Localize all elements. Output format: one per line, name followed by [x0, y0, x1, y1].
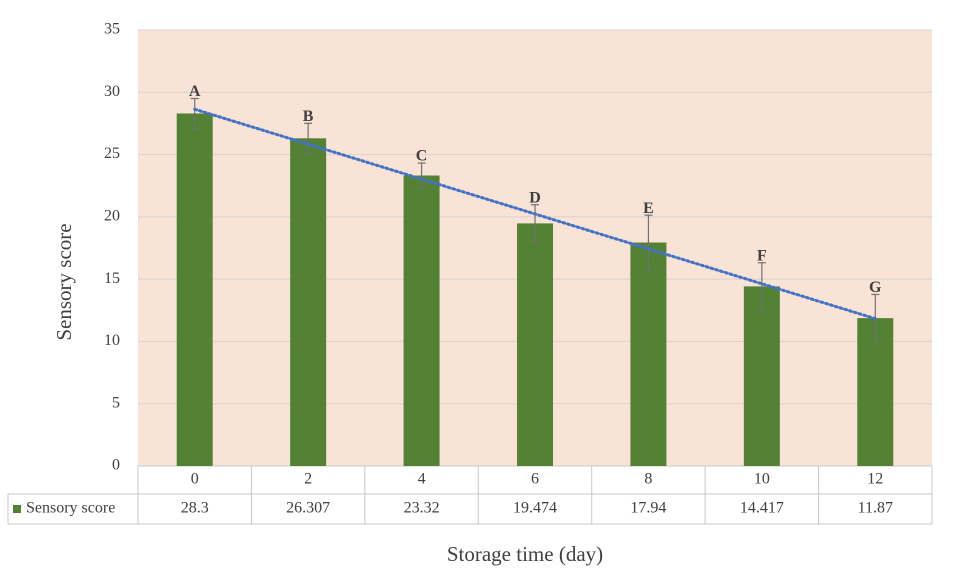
- legend-swatch: [13, 505, 21, 513]
- bar: [403, 175, 440, 466]
- x-tick-label: 6: [531, 471, 539, 488]
- bar: [290, 138, 327, 466]
- x-tick-label: 0: [191, 471, 199, 488]
- table-value: 19.474: [513, 500, 557, 517]
- bar: [743, 286, 780, 466]
- x-tick-label: 2: [304, 471, 312, 488]
- y-tick-label: 35: [104, 21, 120, 38]
- y-tick-label: 25: [104, 145, 120, 162]
- y-tick-label: 15: [104, 270, 120, 287]
- x-tick-label: 8: [644, 471, 652, 488]
- significance-letter: E: [643, 200, 654, 217]
- x-tick-label: 12: [867, 471, 883, 488]
- trendline: [193, 107, 877, 321]
- y-tick-label: 10: [104, 332, 120, 349]
- table-value: 11.87: [858, 500, 893, 517]
- x-tick-label: 4: [418, 471, 426, 488]
- bar: [857, 318, 894, 466]
- x-tick-label: 10: [754, 471, 770, 488]
- y-tick-label: 20: [104, 208, 120, 225]
- table-value: 17.94: [630, 500, 666, 517]
- bar: [517, 223, 553, 466]
- table-value: 26.307: [286, 500, 330, 517]
- x-axis-title: Storage time (day): [447, 542, 603, 566]
- y-tick-label: 0: [112, 457, 120, 474]
- y-tick-label: 5: [112, 394, 120, 411]
- significance-letter: F: [757, 247, 767, 264]
- legend-label: Sensory score: [26, 500, 115, 517]
- table-value: 23.32: [404, 500, 440, 517]
- table-value: 28.3: [181, 500, 209, 517]
- significance-letter: A: [189, 83, 201, 100]
- bar: [176, 113, 213, 466]
- significance-letter: B: [303, 108, 314, 125]
- bar: [630, 242, 667, 466]
- y-axis-title: Sensory score: [52, 223, 76, 340]
- y-tick-label: 30: [104, 83, 120, 100]
- significance-letter: G: [869, 279, 882, 296]
- table-value: 14.417: [740, 500, 784, 517]
- significance-letter: C: [416, 148, 428, 165]
- significance-letter: D: [529, 189, 541, 206]
